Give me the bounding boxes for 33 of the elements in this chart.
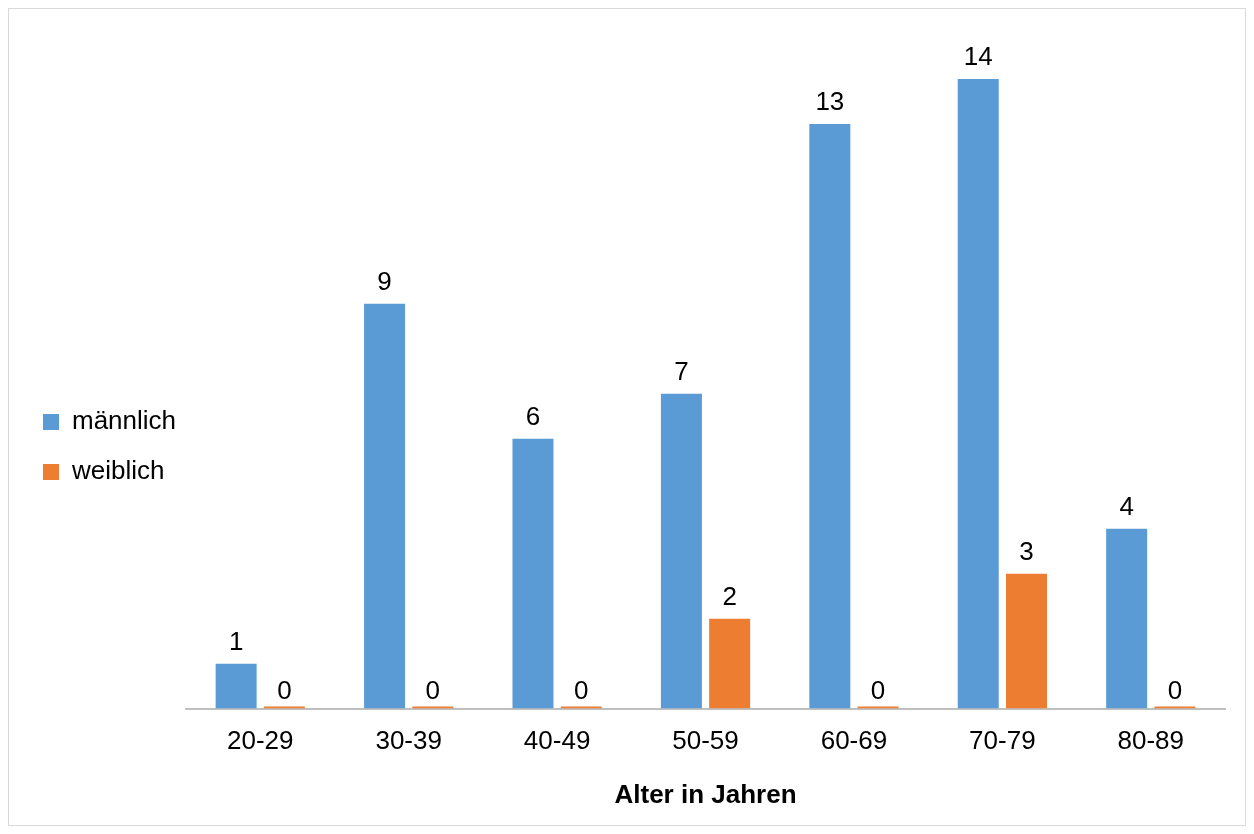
bar: [809, 123, 851, 709]
data-label: 0: [573, 674, 589, 705]
bar: [1005, 573, 1047, 709]
bar: [1106, 528, 1148, 709]
bar: [215, 663, 257, 709]
x-tick-label: 70-79: [969, 725, 1036, 756]
bar: [660, 393, 702, 709]
x-tick-label: 50-59: [672, 725, 739, 756]
x-tick-label: 80-89: [1117, 725, 1185, 756]
x-tick-label: 30-39: [375, 725, 442, 756]
data-label: 1: [228, 625, 244, 656]
data-label: 4: [1119, 490, 1134, 521]
data-label: 0: [1167, 674, 1183, 705]
data-label: 0: [870, 674, 886, 705]
data-label: 6: [525, 400, 541, 431]
x-tick-label: 60-69: [820, 725, 888, 756]
x-axis-title: Alter in Jahren: [614, 778, 797, 809]
data-label: 3: [1019, 535, 1034, 566]
x-tick-label: 20-29: [227, 725, 294, 756]
x-tick-label: 40-49: [523, 725, 591, 756]
data-label: 0: [425, 674, 441, 705]
legend-label: männlich: [72, 405, 177, 436]
data-label: 13: [815, 86, 845, 117]
data-label: 2: [722, 580, 737, 611]
bar: [957, 79, 999, 709]
bar: [709, 618, 751, 709]
data-label: 7: [674, 355, 689, 386]
data-label: 0: [277, 674, 292, 705]
bar: [512, 438, 554, 709]
data-label: 9: [377, 266, 392, 297]
bar: [364, 303, 406, 709]
legend-label: weiblich: [71, 455, 165, 486]
data-label: 14: [963, 41, 993, 72]
